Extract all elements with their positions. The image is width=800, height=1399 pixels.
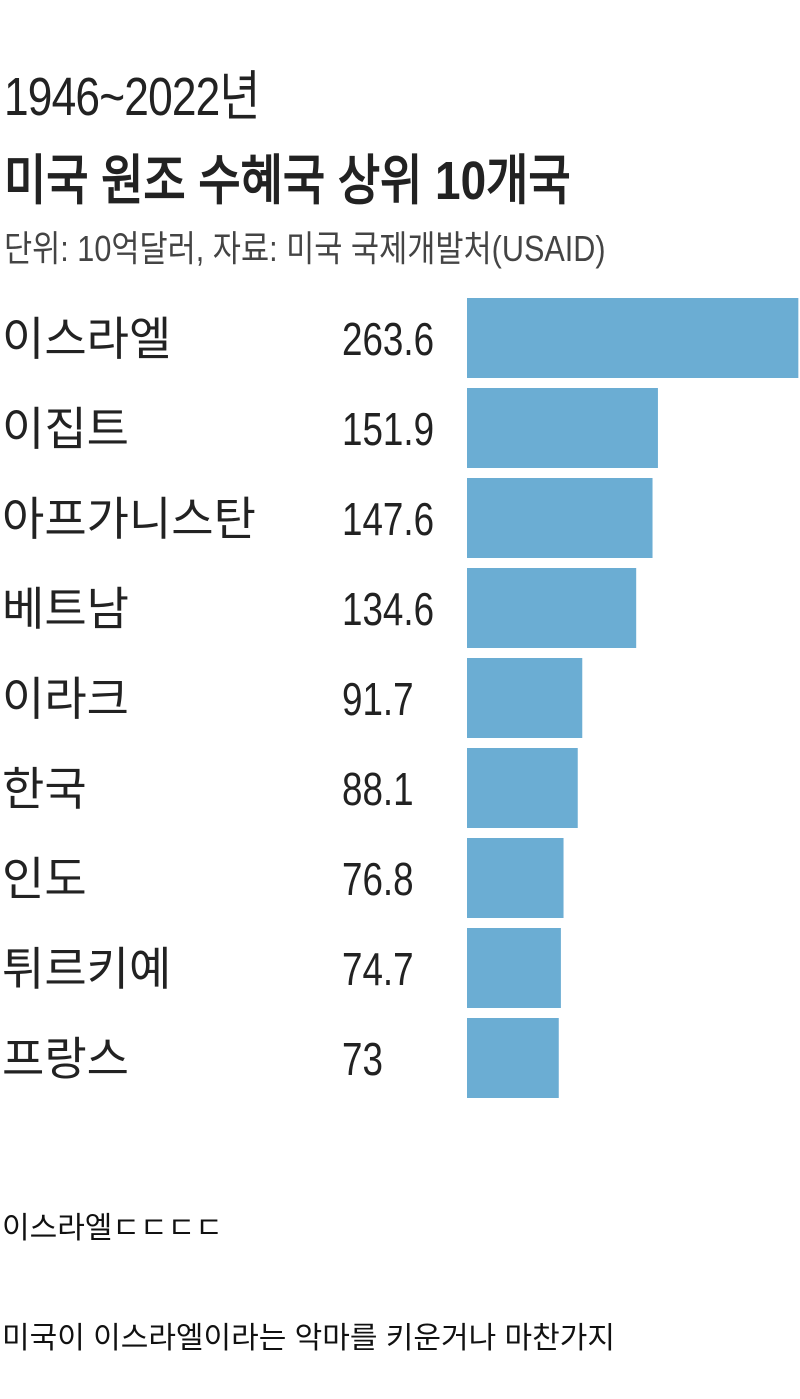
bar-4 — [467, 658, 583, 738]
chart-subtitle: 미국 원조 수혜국 상위 10개국 — [4, 151, 571, 211]
value-label: 134.6 — [342, 583, 434, 635]
category-label: 이집트 — [2, 403, 129, 455]
chart-note: 단위: 10억달러, 자료: 미국 국제개발처(USAID) — [4, 228, 606, 269]
bar-0 — [467, 298, 799, 378]
category-label: 베트남 — [2, 583, 129, 635]
value-label: 74.7 — [342, 943, 414, 995]
bar-6 — [467, 838, 564, 918]
value-label: 76.8 — [342, 853, 414, 905]
bar-chart: 이스라엘 263.6 이집트 151.9 아프가니스탄 147.6 베트남 134.6 이라크 9… — [2, 298, 799, 1098]
category-label: 프랑스 — [2, 1033, 129, 1085]
bar-8 — [467, 1018, 559, 1098]
value-label: 147.6 — [342, 493, 434, 545]
bar-7 — [467, 928, 561, 1008]
category-label: 이라크 — [2, 673, 129, 725]
chart-title: 1946~2022년 — [4, 67, 260, 127]
value-label: 73 — [342, 1033, 383, 1085]
bar-2 — [467, 478, 653, 558]
value-label: 88.1 — [342, 763, 414, 815]
value-label: 151.9 — [342, 403, 434, 455]
category-label: 인도 — [2, 853, 87, 905]
comment-2: 미국이 이스라엘이라는 악마를 키운거나 마찬가지 — [2, 1322, 615, 1355]
category-label: 이스라엘 — [2, 313, 171, 365]
bar-1 — [467, 388, 658, 468]
bar-3 — [467, 568, 637, 648]
value-label: 263.6 — [342, 313, 434, 365]
category-label: 아프가니스탄 — [2, 493, 256, 545]
comment-1: 이스라엘ㄷㄷㄷㄷ — [2, 1212, 223, 1245]
bar-5 — [467, 748, 578, 828]
value-label: 91.7 — [342, 673, 414, 725]
category-label: 한국 — [2, 763, 87, 815]
category-label: 튀르키예 — [2, 943, 171, 995]
